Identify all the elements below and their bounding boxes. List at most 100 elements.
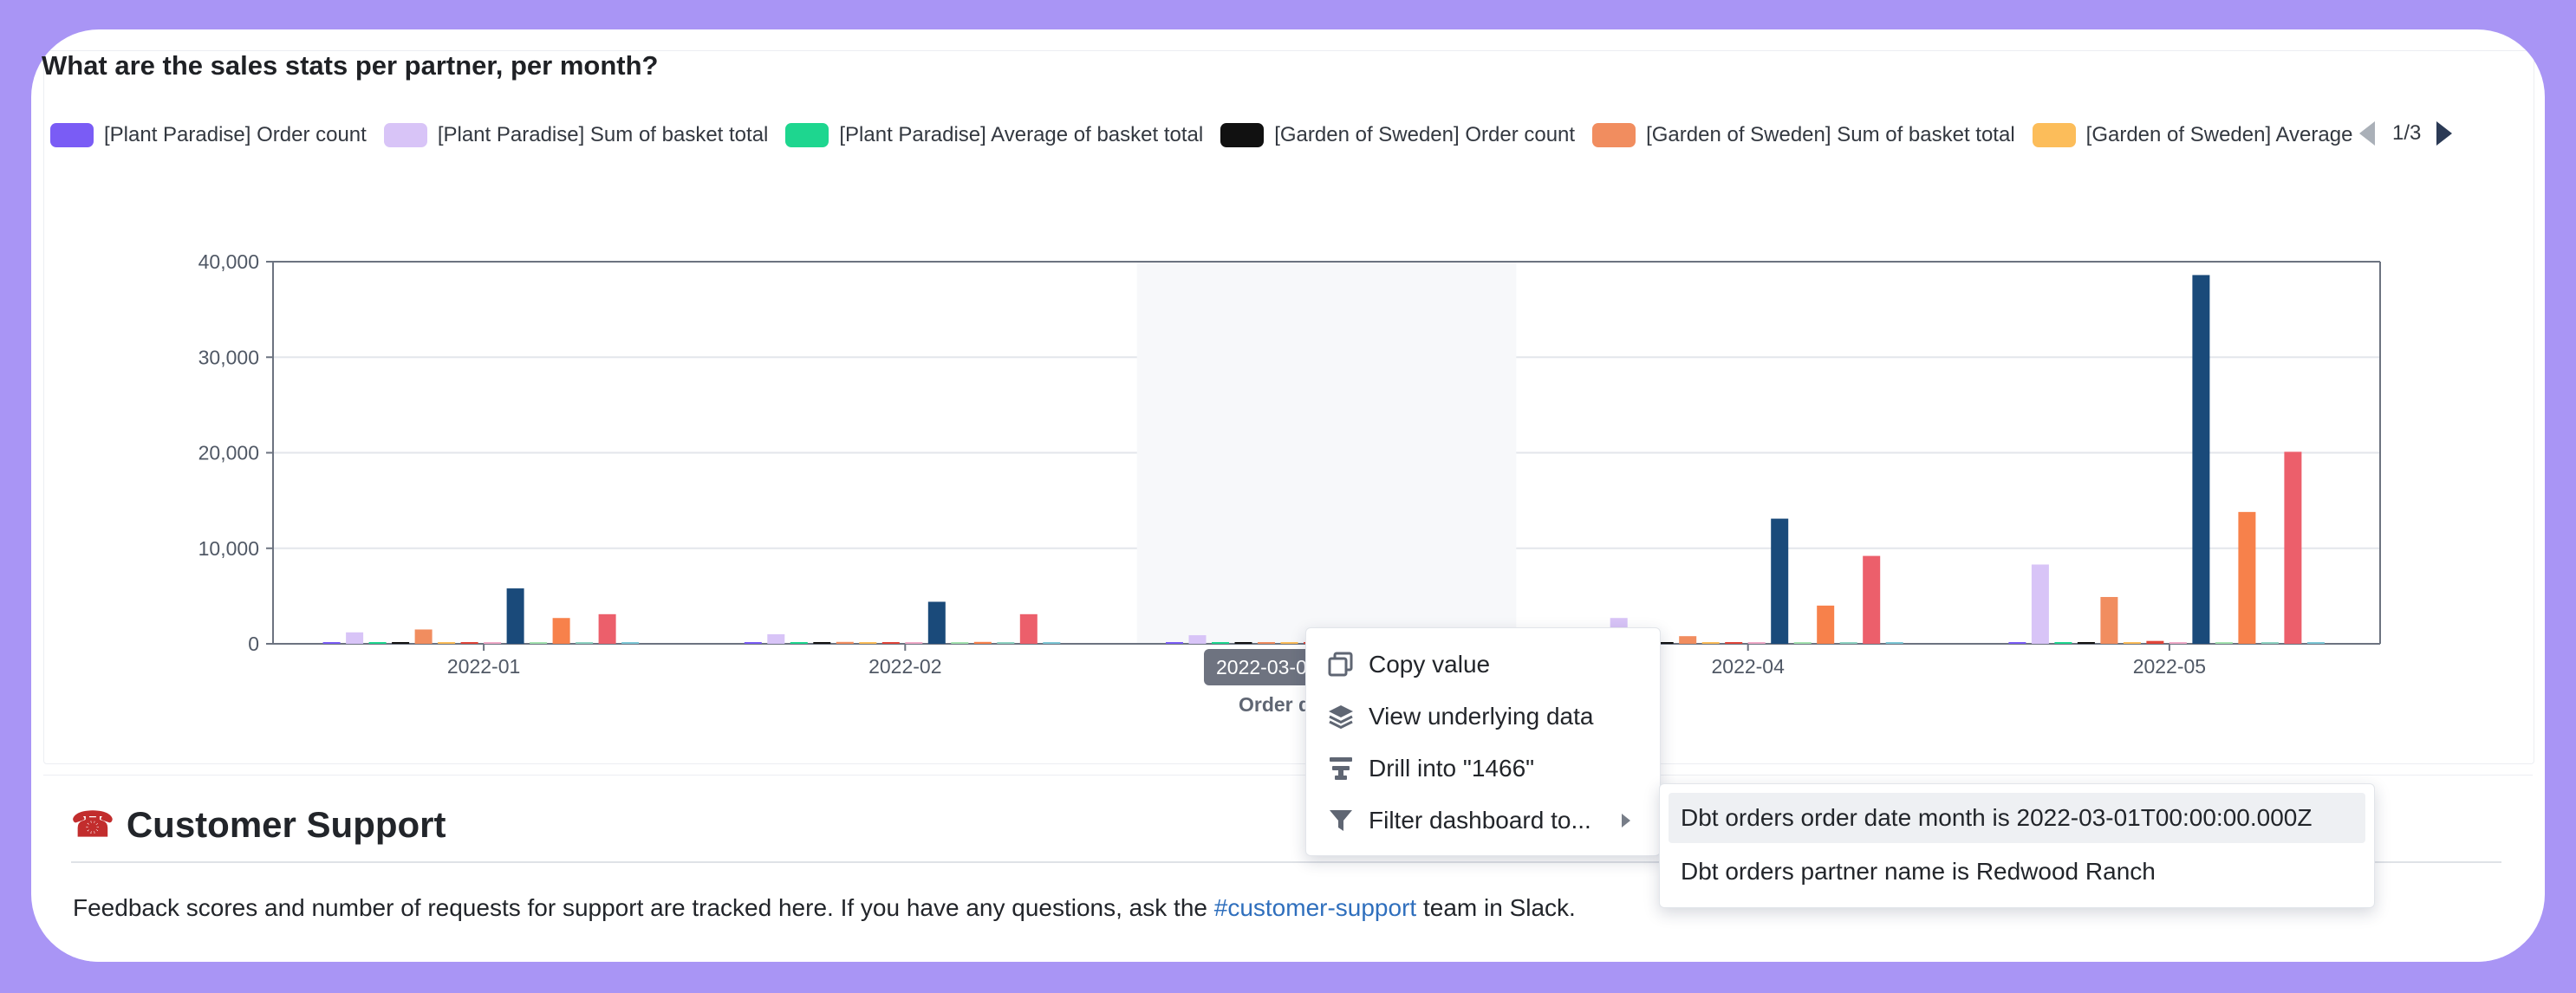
bar [973,641,992,644]
y-tick-label: 10,000 [198,537,259,560]
bar [1234,642,1252,644]
drill-icon [1325,753,1356,784]
bar [1656,642,1674,644]
bar [881,642,900,644]
x-tick-label: 2022-05 [2133,655,2206,678]
x-axis-title: Order date month [1239,693,1310,716]
bar [530,642,548,644]
legend-swatch [1592,123,1636,147]
customer-support-link[interactable]: #customer-support [1213,894,1417,921]
bar [951,642,969,644]
y-tick-label: 20,000 [198,442,259,464]
bar [2261,642,2279,644]
legend-swatch [785,123,829,147]
chevron-left-icon[interactable] [2359,121,2375,146]
bar [1679,636,1697,644]
legend-label: [Garden of Sweden] Average [2085,123,2353,146]
copy-icon [1325,649,1356,680]
bar [1771,518,1789,644]
section-heading: ☎ Customer Support [71,804,446,846]
view-underlying-data-menu-item[interactable]: View underlying data [1306,692,1660,741]
support-text-before: Feedback scores and number of requests f… [73,894,1214,921]
bar [552,618,570,644]
bar [2031,564,2049,644]
bar [2123,642,2141,644]
legend-item-plant-paradise-avg-basket[interactable]: [Plant Paradise] Average of basket total [785,123,1203,147]
bar [392,642,410,644]
bar [414,629,433,644]
legend-swatch [2032,123,2076,147]
bar [1793,642,1812,644]
copy-value-menu-item[interactable]: Copy value [1306,640,1660,689]
bar [1885,642,1903,644]
filter-dashboard-menu-item[interactable]: Filter dashboard to... [1306,796,1660,845]
hover-band [1136,262,1517,644]
bar [438,642,456,644]
bar [1212,642,1229,644]
bar [576,642,594,644]
bar [346,632,364,644]
filter-partner-name-option[interactable]: Dbt orders partner name is Redwood Ranch [1669,847,2365,897]
bar [2238,511,2256,644]
bar [1043,642,1061,644]
y-tick-label: 30,000 [198,346,259,368]
legend-swatch [1220,123,1265,147]
caret-right-icon [1622,814,1630,828]
filter-order-date-month-option[interactable]: Dbt orders order date month is 2022-03-0… [1669,793,2365,843]
support-text-after: team in Slack. [1416,894,1576,921]
legend-item-garden-of-sweden-average[interactable]: [Garden of Sweden] Average [2032,123,2353,147]
legend-item-garden-of-sweden-order-count[interactable]: [Garden of Sweden] Order count [1220,123,1575,147]
legend-pager: 1/3 [2359,114,2453,153]
legend-item-plant-paradise-order-count[interactable]: [Plant Paradise] Order count [50,123,367,147]
bar [460,642,478,644]
support-description: Feedback scores and number of requests f… [73,894,1576,922]
bar [790,642,808,644]
legend-item-garden-of-sweden-sum-basket[interactable]: [Garden of Sweden] Sum of basket total [1592,123,2015,147]
bar [1188,635,1207,644]
bar [1258,642,1275,644]
legend-label: [Garden of Sweden] Order count [1274,123,1576,146]
telephone-icon: ☎ [71,806,114,844]
bar [322,642,341,644]
bar [2054,642,2072,644]
section-heading-text: Customer Support [126,804,446,845]
chevron-right-icon[interactable] [2436,121,2453,146]
filter-icon [1325,805,1356,836]
submenu-item-label: Dbt orders partner name is Redwood Ranch [1681,858,2156,885]
bar [1863,555,1881,644]
legend-label: [Garden of Sweden] Sum of basket total [1646,123,2015,146]
bar [927,601,946,644]
menu-item-label: Filter dashboard to... [1369,807,1591,834]
bar [744,642,762,644]
legend-label: [Plant Paradise] Average of basket total [839,123,1204,146]
bar [2008,642,2026,644]
legend-label: [Plant Paradise] Order count [104,123,367,146]
x-tick-label: 2022-04 [1711,655,1785,678]
bar [1019,613,1038,644]
chart-legend: [Plant Paradise] Order count [Plant Para… [50,118,2370,153]
bar [368,642,387,644]
drill-into-menu-item[interactable]: Drill into "1466" [1306,744,1660,793]
legend-label: [Plant Paradise] Sum of basket total [437,123,769,146]
menu-item-label: View underlying data [1369,703,1594,730]
bar [484,642,502,644]
y-tick-label: 40,000 [198,250,259,273]
filter-submenu: Dbt orders order date month is 2022-03-0… [1659,783,2375,908]
bar [598,613,616,644]
legend-swatch [383,123,427,147]
bar [767,633,785,644]
bar [506,588,524,644]
bar [1725,642,1743,644]
bar [2306,642,2325,644]
bar [1701,642,1720,644]
legend-item-plant-paradise-sum-basket[interactable]: [Plant Paradise] Sum of basket total [383,123,769,147]
bar [2215,642,2233,644]
x-tick-label: 2022-02 [868,655,941,678]
bar [2284,451,2302,644]
divider [71,861,2501,863]
bar [813,642,831,644]
bar [2100,596,2118,644]
bar [621,642,640,644]
context-menu: Copy value View underlying data Drill in… [1305,627,1661,856]
legend-page-indicator: 1/3 [2392,121,2422,145]
